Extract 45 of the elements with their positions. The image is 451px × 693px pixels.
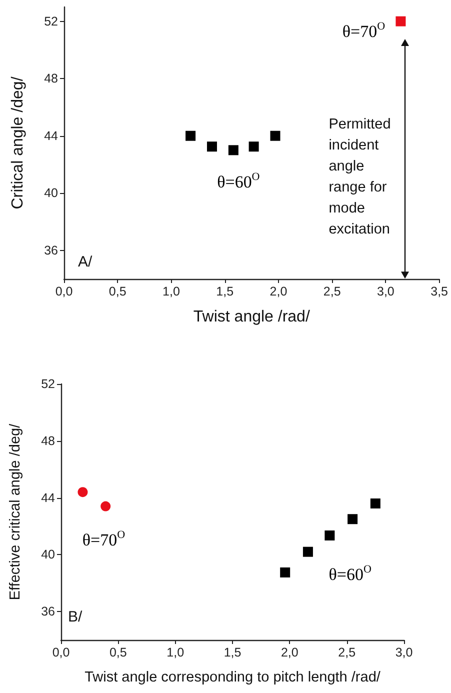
- x-tick-label: 0,0: [55, 284, 73, 298]
- annotation: Permitted incident angle range for mode excitation: [328, 116, 395, 238]
- x-axis-title: Twist angle corresponding to pitch length /rad/: [84, 670, 382, 686]
- y-tick-label: 36: [44, 243, 58, 258]
- y-tick-label: 48: [44, 72, 58, 86]
- point: [100, 501, 111, 512]
- x-tick-label: 3,5: [430, 284, 448, 298]
- y-tick-label: 52: [44, 14, 58, 28]
- annotation: B/: [68, 608, 84, 626]
- point: [270, 130, 280, 141]
- x-tick-label: 1,5: [224, 646, 242, 660]
- y-tick-label: 36: [41, 604, 56, 619]
- x-tick-label: 2,5: [323, 284, 341, 298]
- y-tick-label: 40: [44, 186, 58, 200]
- y-axis-title: Critical angle /deg/: [10, 76, 26, 210]
- point: [280, 567, 290, 578]
- x-tick-label: 0,5: [109, 646, 127, 660]
- point: [186, 130, 196, 141]
- x-tick-label: 1,0: [166, 646, 184, 660]
- point: [78, 487, 88, 498]
- y-tick-label: 52: [41, 377, 56, 391]
- x-tick-label: 2,0: [270, 284, 288, 298]
- x-tick-label: 2,0: [280, 646, 298, 660]
- annotation: A/: [78, 254, 94, 270]
- x-tick-label: 0,0: [52, 646, 70, 660]
- point: [396, 16, 406, 26]
- point: [248, 142, 259, 152]
- y-tick-label: 48: [41, 434, 56, 448]
- point: [206, 142, 217, 152]
- x-tick-label: 2,5: [338, 646, 356, 660]
- x-axis-title: Twist angle /rad/: [193, 308, 310, 326]
- point: [348, 514, 358, 524]
- x-tick-label: 0,5: [108, 284, 126, 298]
- point: [324, 530, 335, 540]
- y-tick-label: 44: [41, 490, 56, 505]
- y-tick-label: 44: [44, 128, 58, 143]
- x-tick-label: 1,5: [216, 284, 234, 298]
- y-tick-label: 40: [41, 548, 56, 562]
- point: [302, 546, 313, 557]
- y-axis-title: Effective critical angle /deg/: [8, 422, 24, 600]
- x-tick-label: 1,0: [162, 284, 180, 298]
- point: [228, 145, 238, 156]
- point: [370, 498, 380, 508]
- x-tick-label: 3,0: [395, 646, 413, 660]
- x-tick-label: 3,0: [377, 284, 394, 298]
